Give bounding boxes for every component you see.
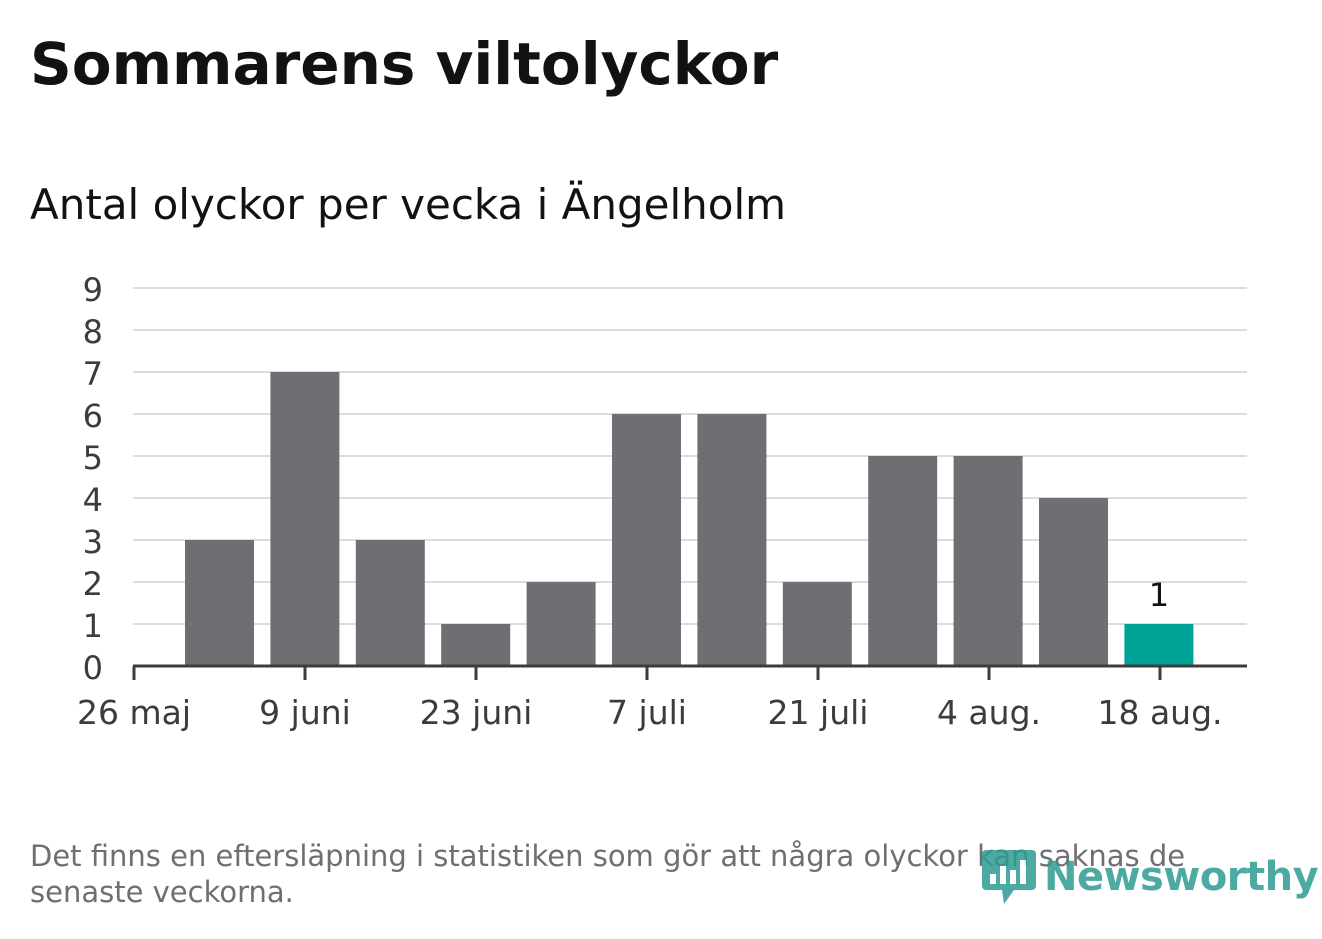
x-tick-label: 4 aug. xyxy=(937,693,1041,732)
bar xyxy=(868,456,938,666)
y-tick-label: 0 xyxy=(83,649,103,687)
bar xyxy=(697,414,767,666)
y-tick-label: 3 xyxy=(83,523,103,561)
y-tick-label: 2 xyxy=(83,565,103,603)
y-tick-label: 1 xyxy=(83,607,103,645)
bar xyxy=(355,540,425,666)
x-tick-label: 18 aug. xyxy=(1097,693,1222,732)
y-tick-label: 5 xyxy=(83,439,103,477)
chart-subtitle: Antal olyckor per vecka i Ängelholm xyxy=(30,180,787,229)
x-tick-label: 9 juni xyxy=(259,693,351,732)
y-tick-label: 8 xyxy=(83,313,103,351)
x-tick-label: 23 juni xyxy=(420,693,533,732)
data-label: 1 xyxy=(1149,576,1169,614)
bar xyxy=(270,372,340,666)
bar xyxy=(612,414,681,666)
x-tick-label: 26 maj xyxy=(77,693,191,732)
logo-text: Newsworthy xyxy=(1044,854,1319,900)
bar xyxy=(526,582,596,666)
x-tick-label: 21 juli xyxy=(768,693,869,732)
bar-chart: 0 1 2 3 4 5 6 7 8 9 1 26 maj 9 juni 23 juni 7 juli 21 j… xyxy=(77,271,1247,732)
bar xyxy=(1124,624,1194,666)
bar xyxy=(953,456,1023,666)
chart-title: Sommarens viltolyckor xyxy=(30,30,779,98)
y-tick-label: 7 xyxy=(83,355,103,393)
y-tick-label: 4 xyxy=(83,481,103,519)
bar xyxy=(441,624,511,666)
y-tick-label: 6 xyxy=(83,397,103,435)
x-tick-label: 7 juli xyxy=(607,693,687,732)
bar xyxy=(1039,498,1108,666)
newsworthy-logo: Newsworthy xyxy=(980,846,1319,908)
bar xyxy=(185,540,254,666)
bar-chart-icon xyxy=(982,850,1036,904)
y-tick-label: 9 xyxy=(83,271,103,309)
bar xyxy=(782,582,852,666)
